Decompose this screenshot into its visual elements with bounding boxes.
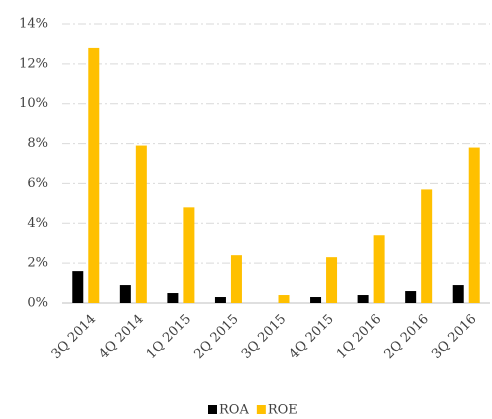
bar bbox=[88, 47, 100, 303]
x-tick-label: 3Q 2016 bbox=[429, 312, 479, 362]
bar bbox=[214, 297, 226, 303]
bar bbox=[310, 297, 322, 303]
bar bbox=[326, 257, 338, 303]
y-tick-label: 6% bbox=[27, 176, 48, 191]
bar bbox=[357, 295, 369, 303]
legend-label: ROA bbox=[219, 403, 249, 418]
legend-swatch bbox=[208, 405, 217, 414]
legend-swatch bbox=[256, 405, 266, 414]
y-tick-label: 8% bbox=[27, 136, 48, 151]
y-tick-label: 2% bbox=[27, 256, 48, 271]
x-tick-label: 4Q 2014 bbox=[96, 312, 146, 362]
bar bbox=[373, 235, 385, 303]
y-tick-label: 0% bbox=[27, 296, 48, 311]
bar bbox=[72, 271, 84, 303]
y-tick-label: 12% bbox=[19, 56, 48, 71]
y-tick-label: 14% bbox=[19, 17, 48, 32]
bar bbox=[135, 145, 147, 303]
y-tick-label: 4% bbox=[27, 216, 48, 231]
bar bbox=[230, 255, 242, 303]
bar bbox=[278, 295, 290, 303]
bar bbox=[405, 291, 417, 303]
y-tick-label: 10% bbox=[19, 96, 48, 111]
bar bbox=[183, 207, 195, 303]
x-tick-label: 2Q 2016 bbox=[382, 312, 432, 362]
bar bbox=[167, 293, 179, 303]
x-tick-label: 3Q 2014 bbox=[49, 312, 99, 362]
bar bbox=[119, 285, 131, 303]
bar bbox=[421, 189, 433, 303]
x-tick-label: 1Q 2016 bbox=[334, 312, 384, 362]
x-tick-label: 1Q 2015 bbox=[144, 312, 194, 362]
bar bbox=[468, 147, 480, 303]
legend-label: ROE bbox=[268, 403, 298, 418]
x-tick-label: 3Q 2015 bbox=[239, 312, 289, 362]
x-tick-label: 2Q 2015 bbox=[191, 312, 241, 362]
x-tick-label: 4Q 2015 bbox=[287, 312, 337, 362]
bar bbox=[452, 285, 464, 303]
